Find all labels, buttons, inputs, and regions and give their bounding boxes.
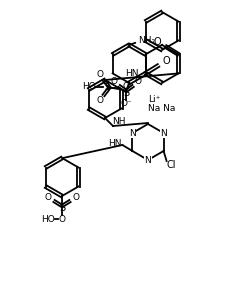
Text: O: O [153,37,161,47]
Text: HO: HO [82,82,96,91]
Text: O: O [110,77,117,86]
Text: O: O [58,214,65,224]
Text: O: O [162,57,170,66]
Text: Cl: Cl [166,160,176,170]
Text: O: O [44,193,51,201]
Text: O: O [97,96,104,105]
Text: NH₂: NH₂ [138,36,155,45]
Text: HN: HN [124,69,138,78]
Text: N: N [160,129,166,137]
Text: O: O [134,77,141,86]
Text: N: N [144,156,151,164]
Text: Li⁺: Li⁺ [147,95,160,104]
Text: HN: HN [107,139,121,148]
Text: N: N [128,129,135,137]
Text: S: S [104,82,110,92]
Text: Na Na: Na Na [147,104,175,113]
Text: O⁻: O⁻ [120,99,131,108]
Text: S: S [59,203,65,213]
Text: NH: NH [112,117,125,125]
Text: O: O [97,70,104,79]
Text: HO: HO [41,214,55,224]
Text: O: O [123,82,129,91]
Text: S: S [123,88,129,98]
Text: O: O [72,193,79,201]
